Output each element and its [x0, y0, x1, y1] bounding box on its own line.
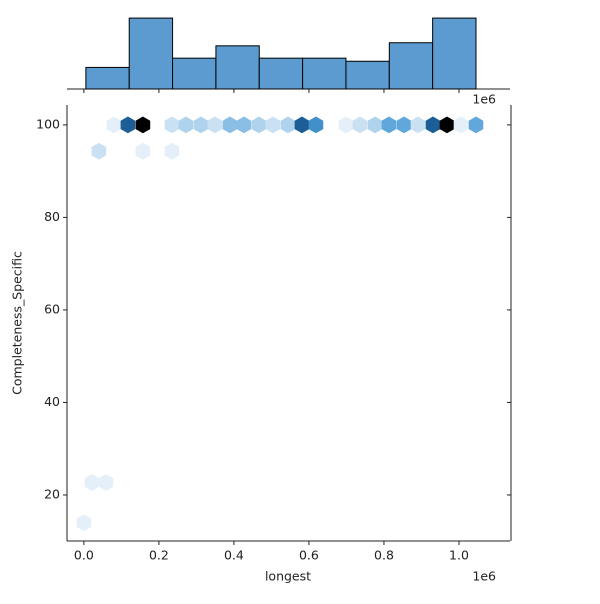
- hexbin-cell: [98, 474, 114, 491]
- hexbin-cell: [468, 116, 484, 134]
- hexbin-cell: [135, 142, 151, 160]
- hexbin-cell: [251, 116, 267, 134]
- hexbin-cell: [425, 116, 441, 134]
- histogram-bar: [172, 57, 217, 90]
- x-axis-label: longest: [265, 569, 311, 584]
- histogram-bar: [345, 60, 390, 90]
- hexbin-cell: [265, 116, 281, 134]
- hexbin-cell: [91, 142, 107, 160]
- hexbin-cell: [338, 116, 354, 134]
- top-offset-label: 1e6: [472, 92, 496, 107]
- x-tick-label: 0.6: [299, 548, 319, 563]
- hexbin-cell: [439, 116, 455, 134]
- histogram-bar: [432, 17, 477, 90]
- y-tick-label: 100: [36, 116, 60, 131]
- hexbin-cell: [178, 116, 194, 134]
- x-tick-label: 0.2: [149, 548, 169, 563]
- hexbin-cell: [410, 116, 426, 134]
- y-tick-label: 20: [44, 486, 60, 501]
- hexbin-cell: [236, 116, 252, 134]
- hexbin-cell: [135, 116, 151, 134]
- hexbin-cell: [207, 116, 223, 134]
- hexbin-cell: [396, 116, 412, 134]
- x-offset-label: 1e6: [472, 569, 496, 584]
- hexbin-cell: [352, 116, 368, 134]
- hexbin-cell: [84, 474, 100, 491]
- histogram-bar: [215, 45, 260, 90]
- hexbin-cell: [120, 116, 136, 134]
- y-tick-label: 40: [44, 394, 60, 409]
- x-tick-label: 1.0: [449, 548, 469, 563]
- histogram-bar: [258, 57, 304, 90]
- hexbin-cell: [164, 142, 180, 160]
- hexbin-cell: [367, 116, 383, 134]
- x-tick-label: 0.0: [74, 548, 94, 563]
- x-tick-label: 0.8: [374, 548, 394, 563]
- hexbin-cell: [164, 116, 180, 134]
- histogram-bar: [302, 57, 347, 90]
- hexbin-cell: [106, 116, 122, 134]
- y-tick-label: 80: [44, 209, 60, 224]
- hexbin-cell: [222, 116, 238, 134]
- hexbin-cell: [453, 116, 469, 134]
- hexbin-cell: [381, 116, 397, 134]
- histogram-bar: [128, 17, 174, 90]
- y-axis-label: Completeness_Specific: [10, 251, 25, 395]
- y-tick-label: 60: [44, 301, 60, 316]
- hexbin-cell: [308, 116, 324, 134]
- hexbin-cell: [280, 116, 296, 134]
- hexbin-cell: [294, 116, 310, 134]
- histogram-bar: [388, 42, 434, 90]
- hexbin-cell: [193, 116, 209, 134]
- histogram-bar: [85, 66, 130, 90]
- hexbin-cell: [76, 514, 92, 532]
- x-tick-label: 0.4: [224, 548, 244, 563]
